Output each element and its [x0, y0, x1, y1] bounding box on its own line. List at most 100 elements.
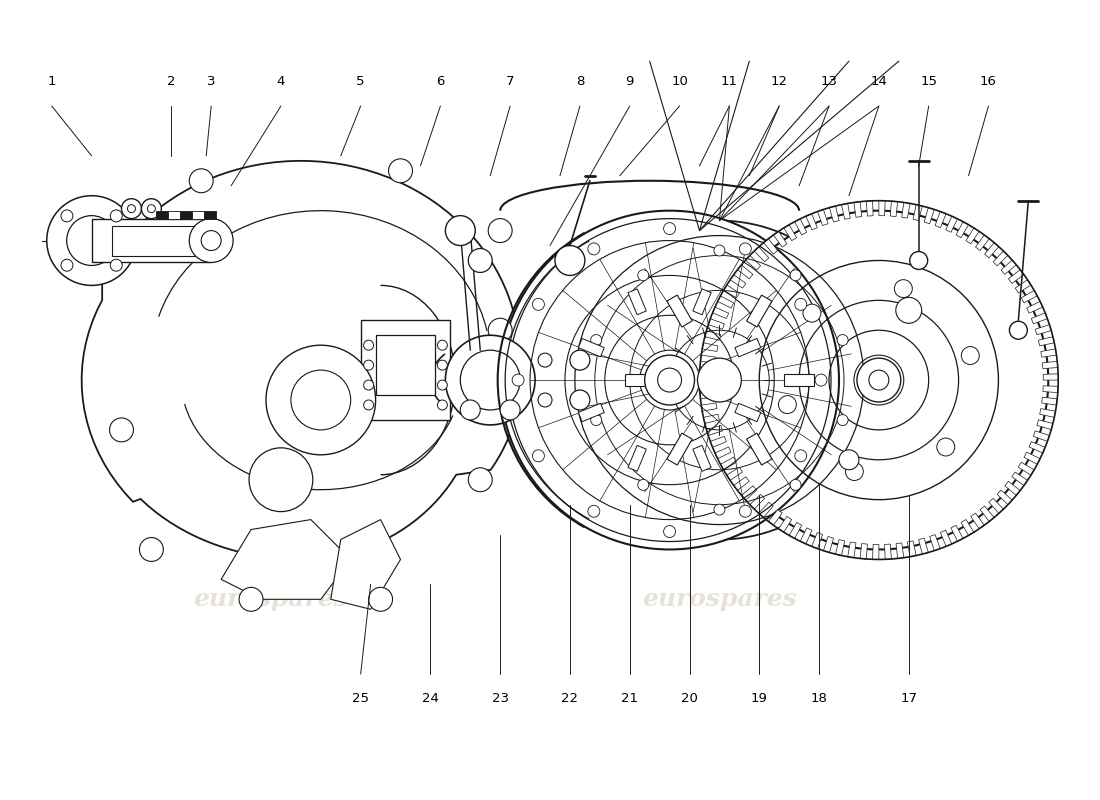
Polygon shape — [976, 235, 989, 250]
Polygon shape — [940, 530, 952, 546]
Polygon shape — [935, 211, 946, 228]
Polygon shape — [741, 486, 757, 500]
Bar — [625, 374, 654, 386]
Circle shape — [239, 587, 263, 611]
Circle shape — [364, 400, 374, 410]
Circle shape — [837, 334, 848, 346]
Polygon shape — [812, 533, 823, 549]
Circle shape — [894, 280, 912, 298]
Polygon shape — [930, 534, 940, 550]
Circle shape — [645, 355, 694, 405]
Polygon shape — [717, 296, 734, 308]
Circle shape — [739, 506, 751, 518]
Bar — [361, 320, 450, 420]
Polygon shape — [867, 201, 873, 216]
Circle shape — [739, 243, 751, 255]
Circle shape — [438, 380, 448, 390]
Circle shape — [189, 218, 233, 262]
Text: 18: 18 — [811, 693, 827, 706]
Polygon shape — [156, 210, 168, 218]
Circle shape — [446, 216, 475, 246]
Circle shape — [121, 198, 142, 218]
Circle shape — [710, 210, 1048, 550]
Circle shape — [388, 159, 412, 182]
Text: eurospares: eurospares — [642, 587, 796, 611]
Circle shape — [60, 210, 73, 222]
Text: eurospares: eurospares — [194, 318, 349, 342]
Polygon shape — [1015, 280, 1031, 293]
Circle shape — [839, 450, 859, 470]
Circle shape — [815, 374, 827, 386]
Text: 19: 19 — [751, 693, 768, 706]
Circle shape — [446, 335, 535, 425]
Text: 4: 4 — [277, 74, 285, 88]
Bar — [747, 295, 772, 327]
Polygon shape — [1030, 442, 1045, 453]
Text: 17: 17 — [900, 693, 917, 706]
Polygon shape — [1037, 420, 1053, 430]
Circle shape — [556, 246, 585, 275]
Polygon shape — [759, 502, 773, 518]
Polygon shape — [946, 216, 957, 232]
Circle shape — [560, 221, 879, 539]
Polygon shape — [890, 201, 898, 217]
Polygon shape — [727, 467, 742, 480]
Polygon shape — [221, 519, 351, 599]
Polygon shape — [1026, 302, 1043, 313]
Polygon shape — [1040, 409, 1056, 418]
Polygon shape — [1001, 260, 1016, 274]
Circle shape — [790, 479, 801, 490]
Polygon shape — [701, 355, 716, 363]
Circle shape — [110, 210, 122, 222]
Polygon shape — [950, 526, 964, 542]
Polygon shape — [836, 540, 845, 555]
Polygon shape — [81, 161, 520, 559]
Polygon shape — [1038, 337, 1054, 346]
Polygon shape — [1035, 325, 1052, 334]
Text: 15: 15 — [921, 74, 937, 88]
Circle shape — [189, 169, 213, 193]
Polygon shape — [750, 494, 764, 509]
Text: 14: 14 — [870, 74, 888, 88]
Polygon shape — [817, 210, 828, 226]
Circle shape — [570, 350, 590, 370]
Circle shape — [587, 243, 600, 255]
Circle shape — [795, 298, 806, 310]
Circle shape — [488, 218, 513, 242]
Circle shape — [438, 400, 448, 410]
Text: 20: 20 — [681, 693, 698, 706]
Polygon shape — [1033, 431, 1049, 442]
Polygon shape — [700, 367, 715, 374]
Polygon shape — [997, 490, 1012, 505]
Circle shape — [714, 245, 725, 256]
Text: 8: 8 — [575, 74, 584, 88]
Text: 22: 22 — [561, 693, 579, 706]
Circle shape — [532, 450, 544, 462]
Text: 1: 1 — [47, 74, 56, 88]
Polygon shape — [724, 285, 739, 298]
Polygon shape — [1012, 472, 1027, 486]
Polygon shape — [711, 436, 726, 447]
Polygon shape — [872, 544, 879, 559]
Polygon shape — [1043, 374, 1058, 380]
Polygon shape — [789, 522, 802, 538]
Polygon shape — [824, 537, 834, 553]
Circle shape — [110, 418, 133, 442]
Circle shape — [663, 526, 675, 538]
Polygon shape — [1009, 270, 1024, 283]
Polygon shape — [331, 519, 400, 610]
Polygon shape — [784, 225, 796, 241]
Polygon shape — [829, 206, 839, 222]
Polygon shape — [1021, 290, 1037, 303]
Circle shape — [142, 198, 162, 218]
Polygon shape — [1032, 313, 1047, 324]
Bar — [111, 226, 211, 255]
Circle shape — [587, 506, 600, 518]
Circle shape — [364, 380, 374, 390]
Bar — [579, 338, 604, 357]
Circle shape — [460, 400, 481, 420]
Polygon shape — [1024, 452, 1041, 464]
Circle shape — [1010, 322, 1027, 339]
Polygon shape — [702, 342, 718, 351]
Text: 9: 9 — [626, 74, 634, 88]
